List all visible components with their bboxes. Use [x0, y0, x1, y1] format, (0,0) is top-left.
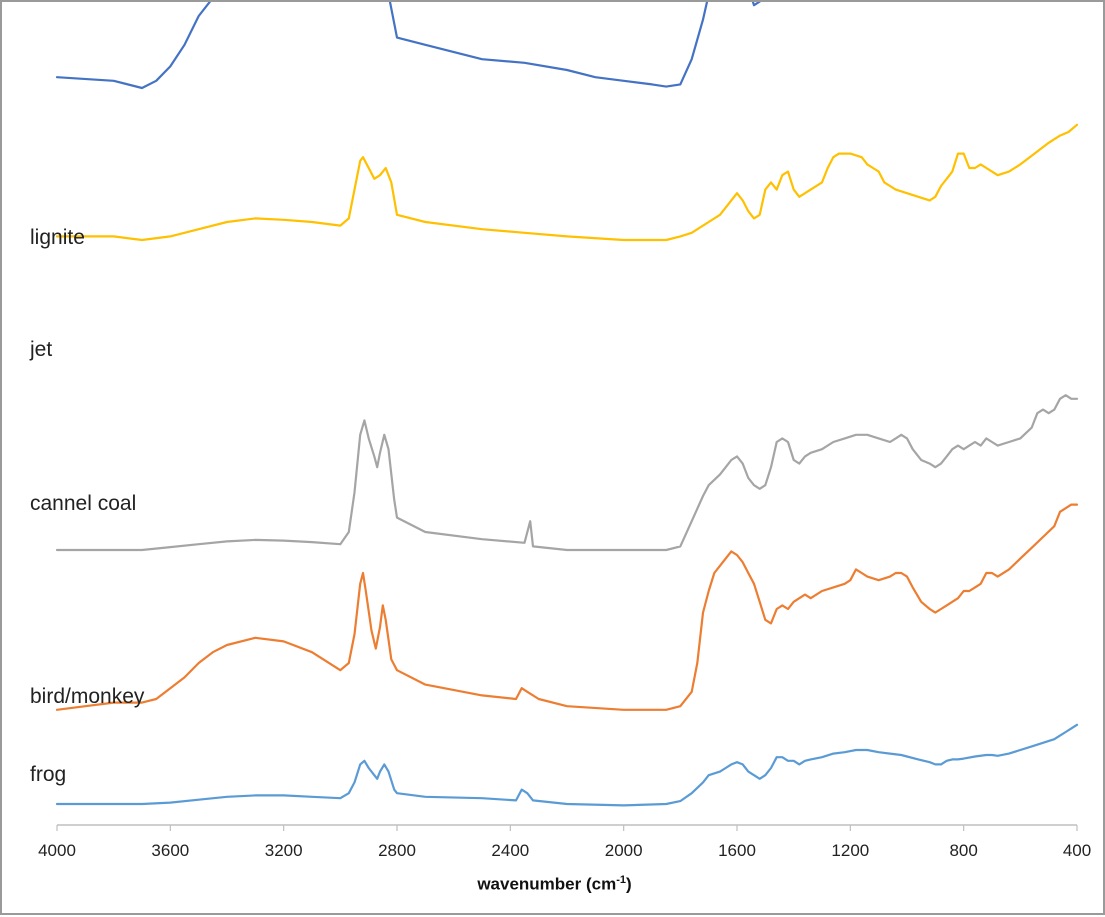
x-tick-label: 1600 [718, 841, 756, 860]
series-line-frog [55, 723, 1079, 807]
x-tick-label: 1200 [831, 841, 869, 860]
x-axis-title-tail: ) [626, 874, 632, 894]
x-axis-title-superscript: -1 [616, 874, 626, 886]
series-label-bird-monkey: bird/monkey [30, 685, 145, 708]
series-label-jet: jet [30, 338, 53, 361]
x-tick-label: 2800 [378, 841, 416, 860]
x-tick-label: 800 [949, 841, 977, 860]
x-tick-label: 2400 [491, 841, 529, 860]
x-tick-label: 3200 [265, 841, 303, 860]
series-line-cannel-coal [55, 394, 1079, 552]
x-axis-title-main: wavenumber (cm [477, 874, 617, 894]
x-tick-label: 4000 [38, 841, 76, 860]
x-axis-ticks: 4000 3600 3200 2800 2400 2000 1600 1200 800 400 [38, 825, 1091, 860]
series-label-frog: frog [30, 763, 67, 786]
series-layer [55, 2, 1079, 807]
x-tick-label: 400 [1063, 841, 1091, 860]
series-line-jet [55, 123, 1079, 242]
series-label-cannel-coal: cannel coal [30, 492, 137, 515]
x-tick-label: 3600 [151, 841, 189, 860]
x-tick-label: 2000 [605, 841, 643, 860]
series-line-lignite [55, 2, 761, 90]
x-axis-title: wavenumber (cm-1) [2, 874, 1105, 895]
series-label-lignite: lignite [30, 226, 85, 249]
series-line-bird-monkey [55, 503, 1079, 711]
